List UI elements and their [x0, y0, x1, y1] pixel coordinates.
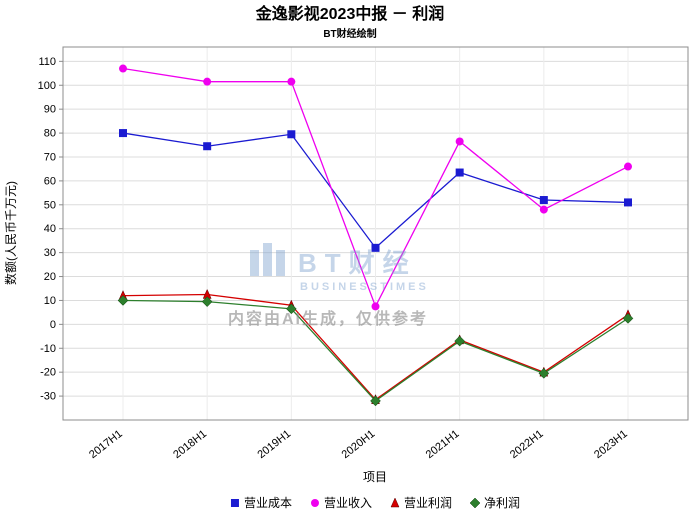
x-tick-label: 2020H1	[340, 428, 378, 461]
legend-label: 营业收入	[324, 496, 372, 510]
y-tick-label: 110	[38, 56, 56, 68]
legend-label: 营业利润	[404, 496, 452, 510]
data-point	[287, 130, 296, 139]
data-point	[455, 137, 464, 146]
y-tick-label: -10	[40, 343, 56, 355]
legend-item-2: 营业收入	[310, 496, 372, 510]
legend-item-4: 净利润	[469, 496, 520, 510]
legend-label: 营业成本	[244, 496, 292, 510]
y-tick-label: -30	[40, 391, 56, 403]
data-point	[622, 313, 634, 324]
plot-border	[62, 46, 689, 421]
data-point	[119, 129, 127, 138]
data-point	[203, 77, 212, 86]
chart-subtitle: BT财经绘制	[323, 27, 376, 40]
series-2	[119, 64, 632, 311]
y-axis-title: 数额(人民币千万元)	[3, 181, 18, 285]
legend-item-3: 营业利润	[390, 496, 452, 510]
x-tick-label: 2021H1	[424, 428, 462, 461]
data-point	[624, 162, 632, 171]
series-1	[119, 129, 632, 252]
data-point	[539, 205, 548, 214]
data-point	[119, 64, 127, 73]
data-point	[454, 335, 466, 347]
y-tick-label: 60	[44, 175, 56, 187]
y-tick-label: 90	[44, 104, 56, 116]
y-tick-label: 20	[44, 271, 56, 283]
data-point	[370, 395, 381, 407]
y-tick-label: 50	[44, 199, 56, 211]
chart-legend: 营业成本 营业收入 营业利润 净利润	[230, 496, 520, 510]
series-layer	[117, 64, 634, 407]
data-point	[371, 302, 380, 311]
y-tick-label: 70	[44, 151, 56, 163]
y-tick-label: -20	[40, 367, 56, 379]
gridlines	[63, 47, 688, 420]
y-tick-label: 30	[44, 247, 56, 259]
y-tick-label: 40	[44, 223, 56, 235]
legend-item-1: 营业成本	[230, 496, 292, 510]
legend-label: 净利润	[484, 496, 520, 510]
watermark: BT财经 BUSINESSTIMES	[250, 243, 429, 293]
x-tick-label: 2017H1	[87, 428, 125, 461]
data-point	[624, 198, 632, 207]
x-tick-label: 2022H1	[508, 428, 546, 461]
watermark-brand: BT财经	[298, 248, 417, 278]
x-tick-label: 2019H1	[255, 428, 293, 461]
data-point	[203, 142, 212, 151]
watermark-disclaimer: 内容由AI生成，仅供参考	[228, 309, 428, 328]
chart-title: 金逸影视2023中报 － 利润	[255, 4, 445, 23]
data-point	[538, 368, 550, 379]
y-tick-label: 100	[38, 80, 56, 92]
y-tick-label: 0	[50, 319, 56, 331]
data-point	[455, 168, 464, 177]
x-tick-label: 2023H1	[592, 428, 630, 461]
x-axis-title: 项目	[363, 470, 387, 484]
data-point	[287, 77, 296, 86]
data-point	[285, 303, 297, 315]
series-4	[117, 295, 634, 407]
data-point	[371, 243, 380, 252]
y-tick-label: 80	[44, 128, 56, 140]
data-point	[201, 296, 213, 307]
x-tick-label: 2018H1	[171, 428, 209, 461]
data-point	[539, 196, 548, 205]
y-tick-label: 10	[44, 295, 56, 307]
watermark-brand-sub: BUSINESSTIMES	[300, 281, 429, 293]
data-point	[117, 295, 129, 306]
bt-bars-icon	[250, 243, 285, 276]
